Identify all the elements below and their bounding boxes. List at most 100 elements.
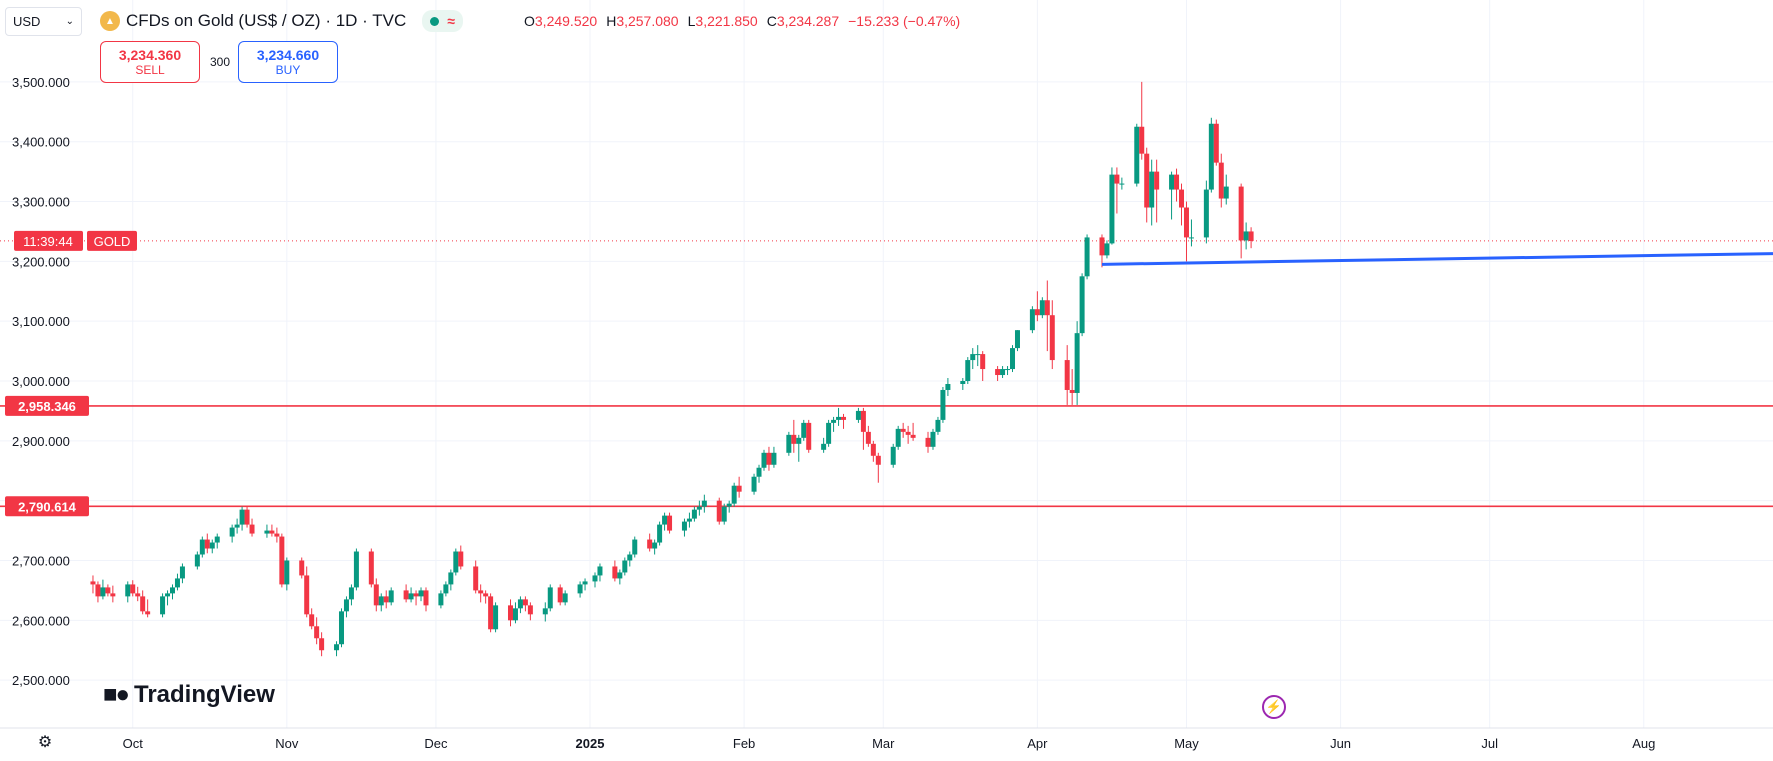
candle-body (284, 560, 290, 585)
candle-body (1064, 360, 1070, 390)
candle-body (681, 521, 687, 531)
candle-body (199, 539, 205, 555)
candle-body (995, 369, 1001, 376)
candle-body (716, 500, 722, 522)
candle-body (1114, 174, 1120, 184)
symbol-title[interactable]: CFDs on Gold (US$ / OZ) · 1D · TVC (126, 11, 407, 30)
candle-body (1149, 171, 1155, 208)
level-price-tag (5, 496, 89, 517)
candle-body (179, 566, 185, 579)
y-tick-label: 2,700.000 (12, 553, 70, 568)
low-label: L (687, 13, 696, 29)
currency-select[interactable]: USD ⌄ (5, 7, 82, 36)
x-tick-label: Feb (733, 736, 755, 751)
x-tick-label: Aug (1632, 736, 1655, 751)
candle-body (478, 590, 484, 594)
candlestick-series (90, 81, 1254, 657)
candle-body (334, 644, 340, 651)
countdown-label: 11:39:44 (23, 234, 73, 249)
candle-body (512, 608, 518, 621)
y-tick-label: 3,100.000 (12, 314, 70, 329)
candle-body (1174, 174, 1180, 190)
candle-body (691, 509, 697, 519)
y-tick-label: 3,500.000 (12, 75, 70, 90)
candle-body (403, 590, 409, 600)
candle-body (1183, 207, 1189, 238)
x-tick-label: Mar (872, 736, 895, 751)
trend-line-group[interactable] (1101, 252, 1773, 266)
candle-body (667, 515, 673, 531)
candle-body (1044, 300, 1050, 316)
candle-body (860, 410, 866, 432)
data-delay-icon: ≈ (447, 13, 455, 29)
y-tick-label: 2,500.000 (12, 673, 70, 688)
buy-label: BUY (275, 63, 301, 77)
candle-body (95, 584, 101, 597)
flash-icon[interactable]: ⚡ (1262, 695, 1286, 719)
candle-body (1218, 162, 1224, 199)
market-status-pill[interactable]: ≈ (422, 10, 463, 32)
candle-body (1213, 123, 1219, 163)
candle-body (652, 542, 658, 549)
candle-body (980, 354, 986, 370)
spread-value: 300 (210, 55, 231, 69)
candle-body (338, 611, 344, 645)
candle-body (970, 354, 976, 361)
candle-body (791, 434, 797, 444)
candle-body (542, 608, 548, 615)
ohlc-legend: O3,249.520 H3,257.080 L3,221.850 C3,234.… (524, 13, 960, 29)
candle-body (507, 605, 513, 621)
symbol-tag-label: GOLD (94, 234, 131, 249)
tradingview-logo[interactable]: ■● TradingView (103, 681, 275, 709)
candle-body (299, 560, 305, 576)
candle-body (443, 584, 449, 594)
buy-price: 3,234.660 (256, 47, 320, 63)
candle-body (1039, 300, 1045, 316)
candle-body (1169, 174, 1175, 190)
currency-value: USD (13, 14, 41, 29)
candle-body (831, 419, 837, 423)
grid-lines (0, 0, 1773, 729)
candle-body (1119, 183, 1125, 185)
candle-body (1243, 231, 1249, 241)
candle-body (493, 605, 499, 630)
level-price-label: 2,790.614 (18, 499, 77, 514)
candle-body (597, 566, 603, 576)
candle-body (875, 455, 881, 465)
candle-body (612, 566, 618, 579)
candle-body (1179, 189, 1185, 208)
candle-body (244, 509, 250, 525)
candle-body (319, 638, 325, 651)
symbol-tag (87, 230, 137, 251)
support-trend-line[interactable] (1101, 252, 1773, 266)
candle-body (343, 599, 349, 612)
candle-body (1074, 333, 1080, 393)
y-tick-label: 3,200.000 (12, 254, 70, 269)
candle-body (900, 428, 906, 432)
candle-body (617, 572, 623, 579)
candle-body (527, 605, 533, 615)
candle-body (557, 587, 563, 603)
candle-body (522, 599, 528, 606)
candle-body (657, 524, 663, 543)
candle-body (309, 614, 315, 627)
candle-body (165, 593, 171, 597)
x-tick-label: May (1174, 736, 1199, 751)
candle-body (1049, 315, 1055, 361)
candle-body (204, 539, 210, 549)
sell-button[interactable]: 3,234.360 SELL (100, 41, 200, 83)
buy-button[interactable]: 3,234.660 BUY (238, 41, 338, 83)
candle-body (1144, 153, 1150, 208)
gear-icon[interactable]: ⚙ (37, 734, 53, 751)
candle-body (194, 554, 200, 567)
candle-body (975, 354, 981, 356)
market-open-dot-icon (430, 16, 440, 26)
candle-body (353, 551, 359, 588)
candle-body (100, 587, 106, 597)
price-change: −15.233 (−0.47%) (848, 13, 961, 29)
x-tick-label: Nov (275, 736, 299, 751)
candle-body (910, 434, 916, 438)
candle-body (771, 452, 777, 465)
axis-price-tags: 2,958.346 2,790.614 11:39:44 GOLD (5, 230, 137, 517)
